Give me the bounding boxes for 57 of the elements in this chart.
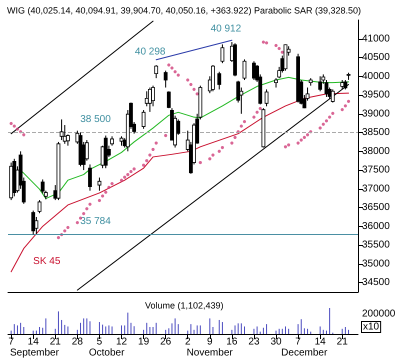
candlestick — [38, 200, 42, 214]
candlestick — [318, 76, 322, 92]
candlestick — [88, 164, 92, 192]
x-tick-label: 30 — [270, 336, 282, 348]
candlestick — [164, 70, 168, 88]
candlestick — [110, 136, 114, 146]
y-tick-label: 39000 — [362, 108, 390, 120]
candlestick — [274, 78, 278, 88]
y-tick-label: 34500 — [362, 277, 390, 288]
text: November — [186, 348, 234, 358]
x-tick-label: 19 — [138, 336, 150, 348]
ref-line-label: 35 784 — [80, 216, 112, 227]
text: October — [88, 348, 126, 358]
candlestick — [98, 177, 102, 192]
chart-title: Volume (1,102,439) — [145, 300, 224, 310]
y-tick-label: 37500 — [362, 164, 390, 176]
y-tick-label: 40000 — [362, 70, 390, 82]
ref-line-label: 38 500 — [80, 114, 112, 126]
candlestick — [60, 118, 64, 141]
x-tick-label: 12 — [116, 336, 128, 348]
series-label: SK 45 — [33, 256, 61, 268]
x-tick-label: 28 — [72, 336, 84, 348]
annotation: 40 912 — [210, 24, 242, 35]
candlestick — [34, 216, 38, 234]
y-tick-label: 36000 — [362, 220, 390, 232]
candlestick — [242, 58, 246, 81]
y-tick-label: 35000 — [362, 258, 390, 270]
text: x10 — [363, 322, 380, 332]
candlestick — [211, 64, 215, 92]
y-tick-label: 36500 — [362, 202, 390, 214]
candlestick — [330, 88, 335, 104]
x-tick-label: 21 — [336, 336, 348, 348]
text: September — [10, 348, 60, 358]
y-tick-label: 41000 — [362, 33, 390, 44]
y-tick-label: 37000 — [362, 183, 390, 194]
text: December — [281, 348, 328, 358]
x-tick-label: 16 — [226, 336, 238, 348]
y-tick-label: 38000 — [362, 146, 390, 157]
x-tick-label: 26 — [160, 336, 172, 348]
x-tick-label: 14 — [28, 336, 40, 348]
y-tick-label: 35500 — [362, 240, 390, 251]
candlestick — [217, 71, 222, 90]
y-tick-label: 40500 — [362, 52, 390, 64]
x-tick-label: 23 — [248, 336, 260, 348]
candlestick — [120, 136, 124, 146]
candlestick — [220, 44, 224, 64]
chart-title: WIG (40,025.14, 40,094.91, 39,904.70, 40,050.16, +363.922) Parabolic SAR (39,328.50) — [7, 6, 361, 16]
y-tick-label: 39500 — [362, 90, 390, 101]
candlestick — [264, 88, 268, 107]
y-tick-label: 38500 — [362, 127, 390, 138]
line-series — [20, 76, 350, 200]
x-tick-label: 14 — [314, 336, 326, 348]
candlestick — [142, 110, 146, 130]
annotation: 40 298 — [134, 46, 166, 58]
x-tick-label: 21 — [50, 336, 62, 348]
text: 200000 — [362, 308, 396, 320]
candlestick — [154, 64, 158, 79]
